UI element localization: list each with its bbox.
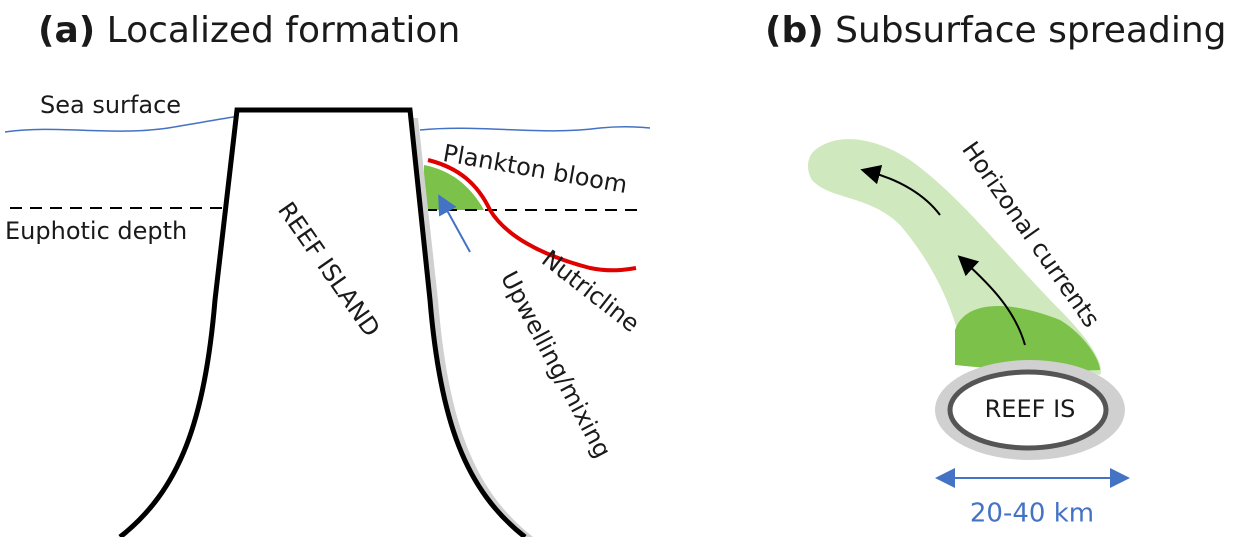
figure: (a) Localized formation Sea surface Euph… (0, 0, 1242, 537)
panel-letter: (a) (38, 10, 95, 51)
label: REEF IS (985, 395, 1076, 423)
label: Sea surface (40, 91, 181, 119)
label: Nutricline (536, 245, 644, 338)
panel-title: Localized formation (107, 10, 461, 51)
panel-label: (a) Localized formation (38, 10, 460, 51)
sea-surface (420, 127, 650, 131)
panel-label: (b) Subsurface spreading (765, 10, 1227, 51)
scale-label: 20-40 km (970, 499, 1094, 529)
reef-island (120, 110, 525, 537)
label: Euphotic depth (5, 217, 187, 245)
panel-letter: (b) (765, 10, 824, 51)
panel-title: Subsurface spreading (835, 10, 1226, 51)
